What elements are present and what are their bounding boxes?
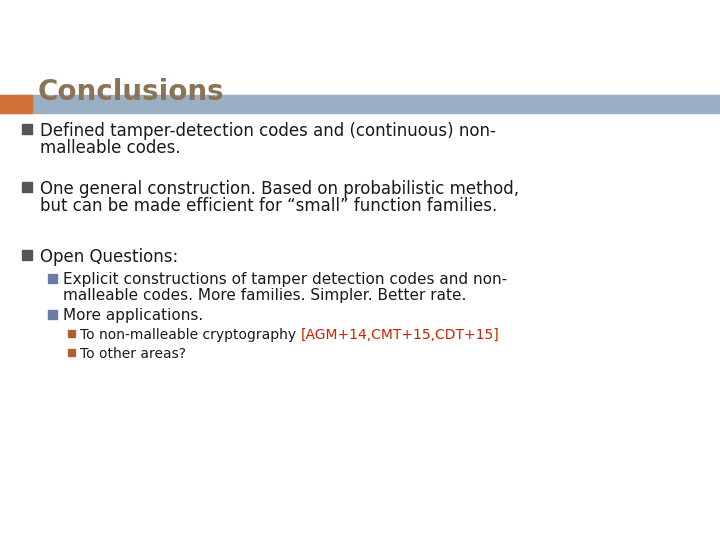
Bar (0, 95, 32, 113)
Text: [AGM+14,CMT+15,CDT+15]: [AGM+14,CMT+15,CDT+15] (300, 328, 499, 342)
Text: Defined tamper-detection codes and (continuous) non-: Defined tamper-detection codes and (cont… (40, 122, 496, 140)
Bar (68, 349, 75, 356)
Text: More applications.: More applications. (63, 308, 203, 323)
Text: One general construction. Based on probabilistic method,: One general construction. Based on proba… (40, 180, 519, 198)
Text: To other areas?: To other areas? (80, 347, 186, 361)
Text: but can be made efficient for “small” function families.: but can be made efficient for “small” fu… (40, 197, 498, 215)
Text: Open Questions:: Open Questions: (40, 248, 179, 266)
Text: malleable codes. More families. Simpler. Better rate.: malleable codes. More families. Simpler.… (63, 288, 467, 303)
Bar (0, 95, 720, 113)
Text: malleable codes.: malleable codes. (40, 139, 181, 157)
Bar (48, 310, 57, 319)
Text: Conclusions: Conclusions (38, 78, 225, 106)
Text: To non-malleable cryptography: To non-malleable cryptography (80, 328, 300, 342)
Bar (68, 330, 75, 337)
Bar (22, 124, 32, 134)
Bar (48, 274, 57, 283)
Text: Explicit constructions of tamper detection codes and non-: Explicit constructions of tamper detecti… (63, 272, 507, 287)
Bar (22, 182, 32, 192)
Bar (22, 250, 32, 260)
